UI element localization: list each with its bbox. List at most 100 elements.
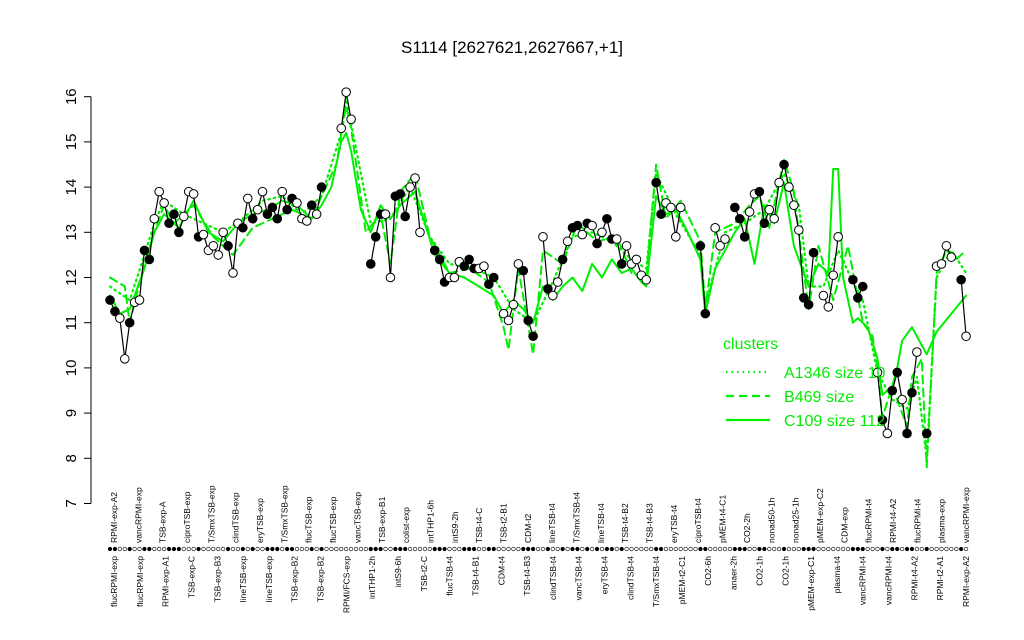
rug-mark [540, 546, 546, 552]
x-tick-label: RPMI/FCS-exp [341, 556, 351, 613]
rug-mark [417, 546, 423, 552]
data-point [124, 317, 135, 328]
rug-mark [329, 546, 334, 552]
rug-mark [270, 546, 275, 552]
x-tick-label: TSB-t4-C [474, 508, 484, 543]
data-point [798, 293, 809, 303]
legend-label: A1346 size 10 [784, 365, 886, 382]
data-point [857, 281, 868, 292]
data-point [174, 227, 184, 238]
rug-mark [152, 546, 157, 552]
data-point [902, 428, 912, 439]
rug-mark [260, 546, 265, 552]
rug-mark [334, 546, 339, 552]
x-tick-label: CO2-1h [754, 556, 764, 586]
x-tick-label: flucTSB-t4 [445, 556, 455, 596]
rug-mark [781, 546, 787, 552]
rug-mark [462, 546, 467, 552]
series-line-3 [109, 131, 968, 396]
data-point [823, 302, 834, 312]
x-tick-label: CDM-t4 [496, 556, 506, 586]
data-point [159, 198, 169, 208]
points-connector [542, 218, 647, 297]
x-tick-label: T/SmxTSB-exp [206, 485, 216, 543]
rug-mark [713, 546, 718, 552]
rug-mark [275, 546, 280, 552]
x-tick-label: flucTSB-exp [328, 496, 338, 543]
rug-mark [112, 546, 118, 552]
data-point [912, 347, 922, 357]
x-tick-label: T/SmxTSB-t4 [572, 492, 582, 543]
data-point [282, 204, 292, 215]
rug-mark [344, 546, 349, 552]
rug-mark [801, 546, 806, 552]
rug-mark [900, 546, 905, 552]
y-tick-label: 7 [63, 499, 80, 507]
data-point [641, 274, 652, 285]
rug-mark [737, 546, 742, 552]
y-tick-label: 16 [63, 88, 80, 105]
x-tick-label: RPMI-exp-A2 [961, 556, 971, 607]
rug-mark [816, 546, 821, 552]
data-point [311, 209, 322, 220]
data-point [316, 182, 327, 192]
data-point [666, 202, 676, 213]
data-point [754, 186, 765, 197]
data-point [710, 222, 720, 233]
x-tick-label: colist-exp [401, 507, 411, 543]
legend-label: B469 size [784, 389, 854, 406]
x-tick-label: ciproTSB-t4 [693, 498, 703, 543]
data-point [405, 182, 415, 192]
data-point [149, 213, 160, 224]
data-point [380, 209, 391, 220]
x-tick-label: eryTSB-t4 [600, 556, 610, 595]
y-tick-label: 9 [63, 409, 80, 417]
data-point [257, 186, 268, 197]
y-tick-label: 12 [63, 269, 80, 286]
rug-mark [772, 546, 777, 552]
rug-mark [314, 546, 319, 552]
data-point [671, 232, 681, 242]
data-point [119, 354, 130, 364]
rug-mark [147, 546, 152, 552]
x-tick-label: TSB-t2-B1 [498, 503, 508, 543]
data-point [223, 241, 233, 251]
data-point [656, 209, 666, 220]
rug-mark [280, 546, 285, 552]
rug-mark [452, 546, 457, 552]
rug-mark [348, 546, 354, 552]
rug-mark [171, 546, 177, 552]
data-point [400, 211, 411, 222]
data-point [385, 272, 396, 283]
rug-mark [127, 546, 132, 552]
rug-mark [496, 546, 501, 552]
rug-mark [757, 546, 762, 552]
y-tick-label: 10 [63, 360, 80, 377]
rug-mark [895, 546, 900, 552]
x-tick-label: CDM-t2 [523, 513, 533, 543]
rug-mark [176, 546, 181, 552]
data-point [621, 241, 632, 251]
x-tick-label: TSB-t4-B2 [620, 503, 630, 543]
rug-mark [959, 546, 964, 552]
data-point [429, 245, 440, 256]
rug-mark [767, 546, 772, 552]
x-tick-label: TSB-exp-B2 [316, 556, 326, 603]
rug-mark [954, 546, 959, 552]
data-point [557, 254, 568, 265]
data-point [292, 198, 302, 208]
rug-mark [398, 546, 403, 552]
data-point [479, 261, 489, 272]
rug-mark [693, 546, 698, 552]
rug-mark [654, 546, 659, 552]
data-point [503, 315, 514, 326]
chart-title: S1114 [2627621,2627667,+1] [401, 38, 623, 57]
rug-mark [211, 546, 216, 552]
rug-mark [393, 546, 398, 552]
rug-mark [594, 546, 600, 552]
rug-mark [599, 546, 605, 552]
rug-mark [880, 546, 885, 552]
rug-mark [491, 546, 496, 552]
data-point [341, 87, 351, 97]
data-point [769, 213, 780, 224]
